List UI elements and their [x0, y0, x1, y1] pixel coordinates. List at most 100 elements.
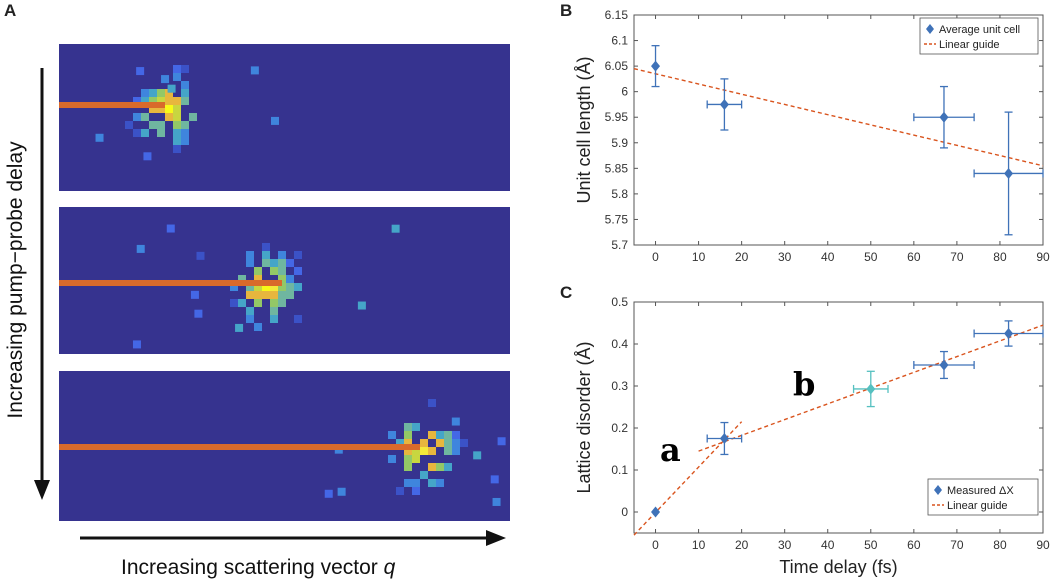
detector-pixel: [173, 121, 181, 129]
detector-pixel: [230, 299, 238, 307]
q-arrow-head: [486, 530, 506, 546]
x-tick-label: 10: [692, 250, 706, 264]
detector-pixel: [166, 224, 175, 233]
y-tick-label: 0.1: [611, 463, 628, 477]
detector-pixel: [136, 244, 145, 253]
x-tick-label: 20: [735, 538, 749, 552]
detector-pixel: [270, 291, 278, 299]
detector-pixel: [451, 417, 460, 426]
detector-pixel: [262, 291, 270, 299]
x-tick-label: 0: [652, 538, 659, 552]
center-bar: [59, 444, 420, 450]
detector-pixel: [161, 75, 170, 84]
detector-pixel: [337, 487, 346, 496]
detector-pixel: [149, 121, 157, 129]
detector-pixel: [143, 152, 152, 161]
x-axis-title: Time delay (fs): [779, 557, 897, 577]
x-tick-label: 40: [821, 250, 835, 264]
detector-pixel: [157, 105, 165, 113]
detector-pixel: [412, 423, 420, 431]
legend-label-line: Linear guide: [947, 500, 1008, 512]
detector-pixel: [246, 259, 254, 267]
detector-pixel: [173, 65, 181, 73]
detector-pixel: [254, 299, 262, 307]
detector-pixel: [404, 479, 412, 487]
detector-pixel: [132, 340, 141, 349]
detector-pixel: [181, 65, 189, 73]
x-tick-label: 10: [692, 538, 706, 552]
panel-letter-a: A: [4, 1, 16, 20]
detector-pixel: [270, 307, 278, 315]
x-tick-label: 20: [735, 250, 749, 264]
detector-pixel: [396, 439, 404, 447]
y-tick-label: 5.75: [605, 212, 629, 226]
detector-frame: [59, 44, 510, 191]
detector-pixel: [149, 105, 157, 113]
legend-label-points: Measured ΔX: [947, 485, 1014, 497]
q-arrow-label: Increasing scattering vector q: [121, 556, 396, 579]
detector-pixel: [452, 431, 460, 439]
detector-pixel: [149, 97, 157, 105]
legend-label-points: Average unit cell: [939, 24, 1020, 36]
detector-pixel: [412, 447, 420, 455]
detector-pixel: [157, 89, 165, 97]
x-tick-label: 60: [907, 538, 921, 552]
detector-pixel: [278, 291, 286, 299]
y-tick-label: 6.1: [611, 34, 628, 48]
detector-pixel: [254, 323, 262, 331]
detector-pixel: [173, 73, 181, 81]
y-axis-title: Unit cell length (Å): [574, 56, 594, 203]
annotation-a: a: [660, 431, 681, 469]
data-point: [866, 383, 876, 395]
center-bar: [59, 280, 282, 286]
detector-pixel: [133, 129, 141, 137]
detector-pixel: [262, 259, 270, 267]
detector-pixel: [404, 431, 412, 439]
detector-pixel: [254, 275, 262, 283]
data-point: [651, 60, 661, 72]
detector-pixel: [391, 224, 400, 233]
y-tick-label: 5.85: [605, 161, 629, 175]
detector-pixel: [194, 309, 203, 318]
legend-label-line: Linear guide: [939, 39, 1000, 51]
detector-pixel: [278, 267, 286, 275]
linear-guide-line: [633, 421, 743, 536]
detector-pixel: [278, 283, 286, 291]
detector-pixel: [157, 97, 165, 105]
detector-pixel: [173, 137, 181, 145]
legend-box: [919, 17, 1039, 55]
detector-pixel: [436, 431, 444, 439]
q-arrow-label-text: Increasing scattering vector: [121, 556, 384, 579]
detector-pixel: [278, 259, 286, 267]
detector-pixel: [181, 89, 189, 97]
detector-pixel: [357, 301, 366, 310]
detector-pixel: [270, 299, 278, 307]
y-tick-label: 0: [621, 505, 628, 519]
x-tick-label: 40: [821, 538, 835, 552]
y-tick-label: 5.8: [611, 187, 628, 201]
y-axis-title: Lattice disorder (Å): [574, 341, 594, 493]
detector-pixel: [286, 275, 294, 283]
detector-pixel: [444, 463, 452, 471]
detector-pixel: [294, 283, 302, 291]
detector-pixel: [278, 299, 286, 307]
panel-letter-c: C: [560, 283, 572, 302]
detector-pixel: [404, 463, 412, 471]
detector-pixel: [270, 315, 278, 323]
detector-pixel: [173, 145, 181, 153]
detector-pixel: [428, 399, 436, 407]
y-tick-label: 0.4: [611, 337, 628, 351]
detector-pixel: [412, 479, 420, 487]
detector-pixel: [473, 451, 482, 460]
detector-pixel: [270, 259, 278, 267]
detector-pixel: [254, 291, 262, 299]
detector-pixel: [246, 251, 254, 259]
chart-c: 0 10 20 30 40 50 60 70 80 90 0 0.1 0.2 0.3 0.4 0.5 Latti…: [574, 295, 1050, 577]
detector-pixel: [173, 105, 181, 113]
detector-pixel: [254, 267, 262, 275]
detector-pixel: [181, 97, 189, 105]
detector-pixel: [167, 84, 176, 93]
y-tick-label: 5.9: [611, 136, 628, 150]
detector-pixel: [436, 463, 444, 471]
chart-b: 0 10 20 30 40 50 60 70 80 90 5.7 5.75 5.8 5.85 5.9 5.95…: [574, 8, 1050, 264]
